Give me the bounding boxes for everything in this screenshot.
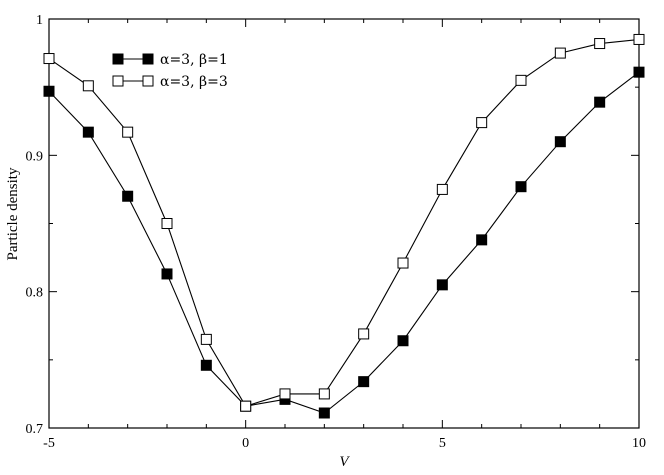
legend-label: α=3, β=3 — [160, 74, 228, 90]
x-tick-label: 5 — [439, 436, 446, 451]
data-point — [318, 388, 330, 400]
data-point — [515, 74, 527, 86]
data-point — [436, 279, 448, 291]
data-point — [633, 33, 645, 45]
data-point — [515, 181, 527, 193]
data-point — [82, 126, 94, 138]
data-point — [633, 66, 645, 78]
data-point — [200, 359, 212, 371]
legend-marker — [112, 75, 124, 87]
legend-marker — [142, 53, 154, 65]
data-point — [476, 117, 488, 129]
data-point — [436, 183, 448, 195]
data-point — [200, 333, 212, 345]
y-tick-label: 0.7 — [26, 422, 44, 437]
data-series — [43, 33, 645, 419]
data-point — [161, 268, 173, 280]
data-point — [594, 96, 606, 108]
data-point — [43, 85, 55, 97]
y-tick-label: 0.9 — [26, 149, 44, 164]
data-point — [43, 53, 55, 65]
legend-marker — [112, 53, 124, 65]
data-point — [279, 388, 291, 400]
x-axis-title: V — [339, 454, 350, 470]
data-point — [397, 257, 409, 269]
x-tick-label: 10 — [632, 436, 646, 451]
data-point — [318, 407, 330, 419]
data-point — [358, 328, 370, 340]
data-point — [397, 335, 409, 347]
x-tick-label: -5 — [43, 436, 55, 451]
x-tick-label: 0 — [242, 436, 249, 451]
series-1 — [43, 66, 645, 419]
legend-item: α=3, β=3 — [112, 74, 228, 90]
series-line — [48, 38, 640, 407]
data-point — [161, 218, 173, 229]
y-axis-title: Particle density — [5, 167, 21, 260]
series-2 — [43, 33, 645, 412]
data-point — [476, 234, 488, 246]
data-point — [554, 47, 566, 59]
data-point — [594, 38, 606, 50]
y-tick-label: 1 — [36, 13, 43, 28]
plot-area — [48, 18, 640, 429]
data-point — [122, 126, 134, 138]
plot-frame — [48, 18, 640, 429]
y-tick-label: 0.8 — [26, 286, 44, 301]
data-point — [554, 136, 566, 148]
legend-item: α=3, β=1 — [112, 52, 228, 68]
data-point — [358, 376, 370, 388]
data-point — [240, 400, 252, 412]
data-point — [82, 80, 94, 92]
legend: α=3, β=1 α=3, β=3 — [112, 52, 228, 90]
data-point — [122, 190, 134, 202]
series-line — [48, 71, 640, 414]
legend-marker — [142, 75, 154, 87]
legend-label: α=3, β=1 — [160, 52, 228, 68]
axes: -5 0 5 10 0.7 0.8 0.9 1 — [26, 13, 647, 451]
